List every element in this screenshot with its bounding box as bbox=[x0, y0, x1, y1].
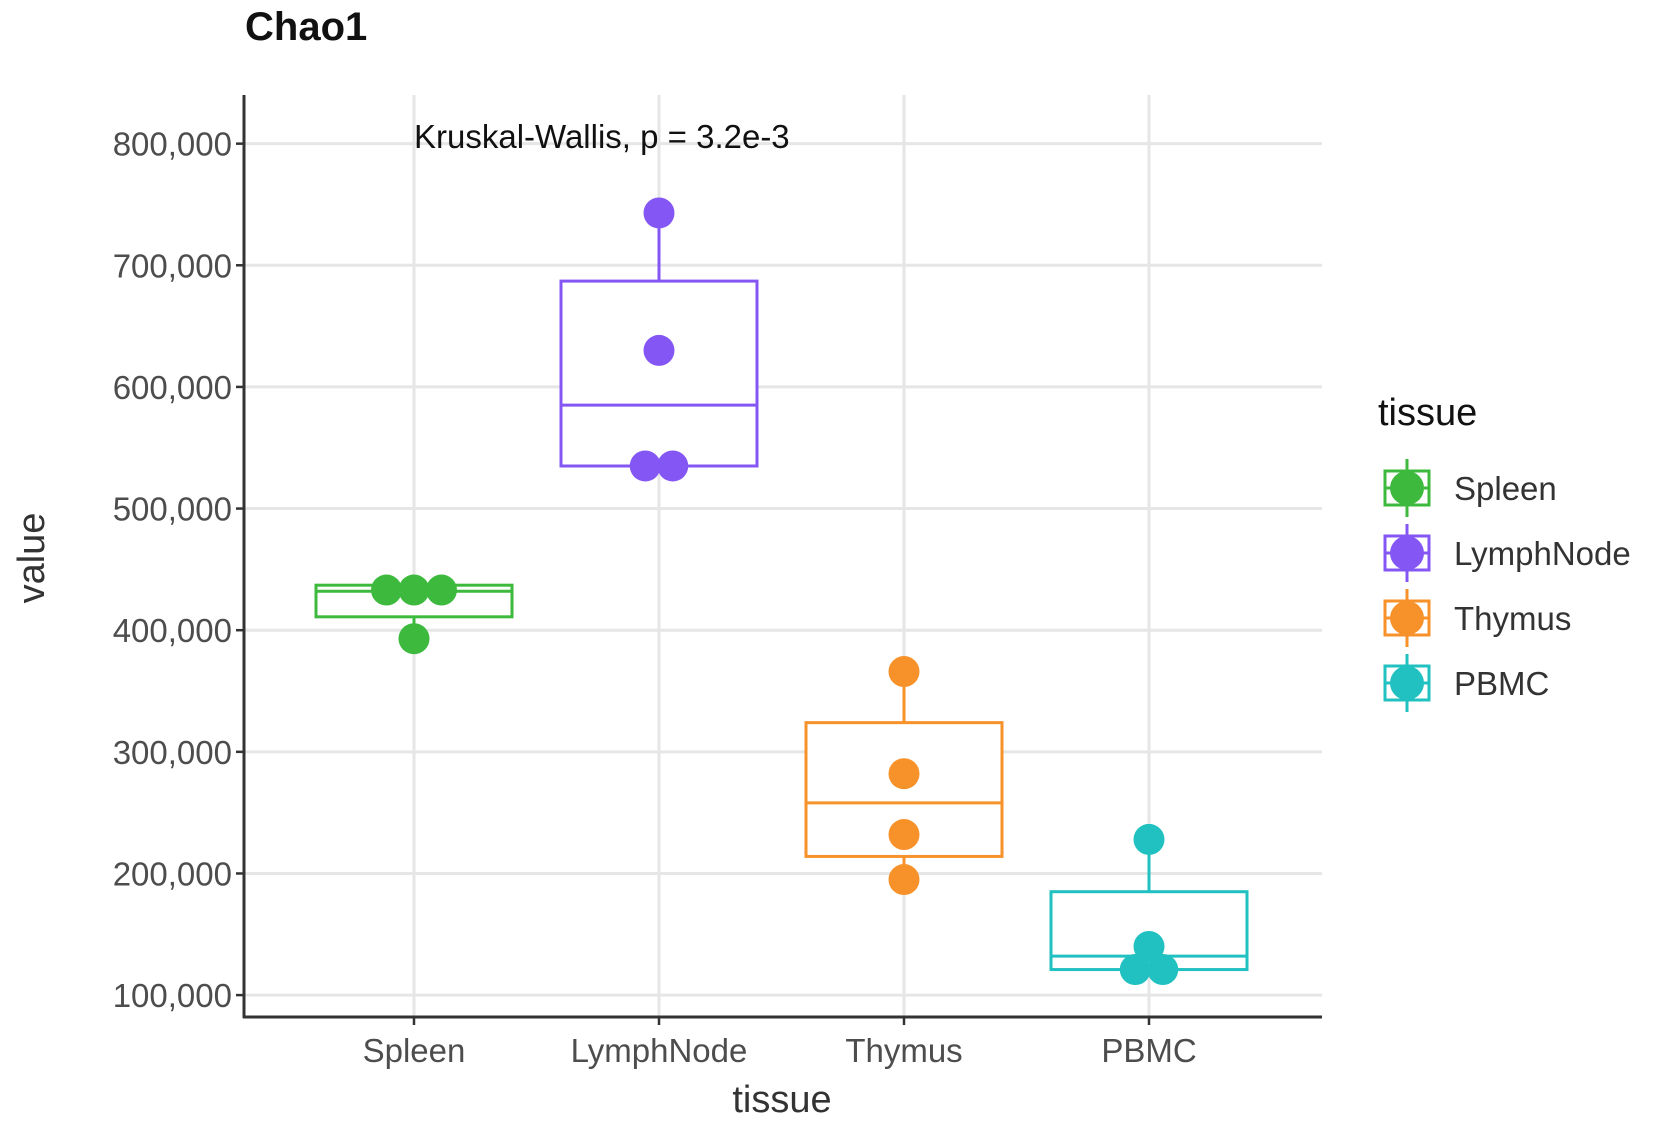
x-tick-label: PBMC bbox=[1101, 1032, 1196, 1069]
data-point-pbmc bbox=[1147, 954, 1179, 986]
data-point-thymus bbox=[888, 656, 920, 688]
box-iqr bbox=[559, 279, 759, 468]
legend-label: PBMC bbox=[1454, 665, 1549, 702]
data-point-spleen bbox=[371, 574, 402, 606]
x-tick-label: Spleen bbox=[363, 1032, 466, 1069]
kruskal-wallis-annotation: Kruskal-Wallis, p = 3.2e-3 bbox=[414, 118, 790, 155]
legend-title: tissue bbox=[1378, 392, 1477, 434]
data-point-pbmc bbox=[1133, 930, 1165, 962]
data-point-lymphnode bbox=[629, 450, 661, 482]
y-axis-title: value bbox=[11, 513, 53, 604]
x-tick-label: Thymus bbox=[845, 1032, 962, 1069]
x-axis-title: tissue bbox=[732, 1079, 831, 1121]
y-tick-label: 300,000 bbox=[113, 734, 232, 771]
data-point-lymphnode bbox=[643, 197, 675, 229]
data-points bbox=[371, 197, 1179, 986]
legend-key-point bbox=[1390, 601, 1424, 635]
y-tick-label: 100,000 bbox=[113, 977, 232, 1014]
data-point-spleen bbox=[398, 574, 430, 606]
x-tick-label: LymphNode bbox=[571, 1032, 748, 1069]
data-point-spleen bbox=[426, 574, 457, 606]
legend-key-point bbox=[1390, 666, 1424, 700]
data-point-thymus bbox=[888, 758, 920, 790]
y-tick-label: 600,000 bbox=[113, 369, 232, 406]
y-tick-label: 700,000 bbox=[113, 247, 232, 284]
grid-lines bbox=[244, 95, 1322, 1017]
y-tick-label: 800,000 bbox=[113, 126, 232, 163]
legend-item-pbmc: PBMC bbox=[1383, 654, 1549, 712]
y-tick-label: 200,000 bbox=[113, 855, 232, 892]
chart-title: Chao1 bbox=[245, 5, 367, 49]
data-point-lymphnode bbox=[643, 334, 675, 366]
data-point-thymus bbox=[888, 819, 920, 851]
legend-key-point bbox=[1390, 536, 1424, 570]
box-lymphnode bbox=[559, 212, 759, 468]
legend-key-point bbox=[1390, 471, 1424, 505]
legend-label: LymphNode bbox=[1454, 535, 1631, 572]
y-tick-label: 500,000 bbox=[113, 491, 232, 528]
legend-label: Thymus bbox=[1454, 600, 1571, 637]
legend-label: Spleen bbox=[1454, 470, 1557, 507]
data-point-pbmc bbox=[1133, 823, 1165, 855]
data-point-thymus bbox=[888, 864, 920, 896]
data-point-spleen bbox=[398, 623, 430, 655]
data-point-pbmc bbox=[1119, 954, 1151, 986]
legend-item-lymphnode: LymphNode bbox=[1383, 524, 1631, 582]
axes: 100,000 200,000 300,000 400,000 500,000 600,0… bbox=[113, 95, 1322, 1069]
legend-item-thymus: Thymus bbox=[1383, 589, 1571, 647]
y-tick-label: 400,000 bbox=[113, 612, 232, 649]
legend-item-spleen: Spleen bbox=[1383, 459, 1557, 517]
data-point-lymphnode bbox=[657, 450, 689, 482]
legend: tissue Spleen LymphNode Thymus PBMC bbox=[1378, 392, 1631, 712]
